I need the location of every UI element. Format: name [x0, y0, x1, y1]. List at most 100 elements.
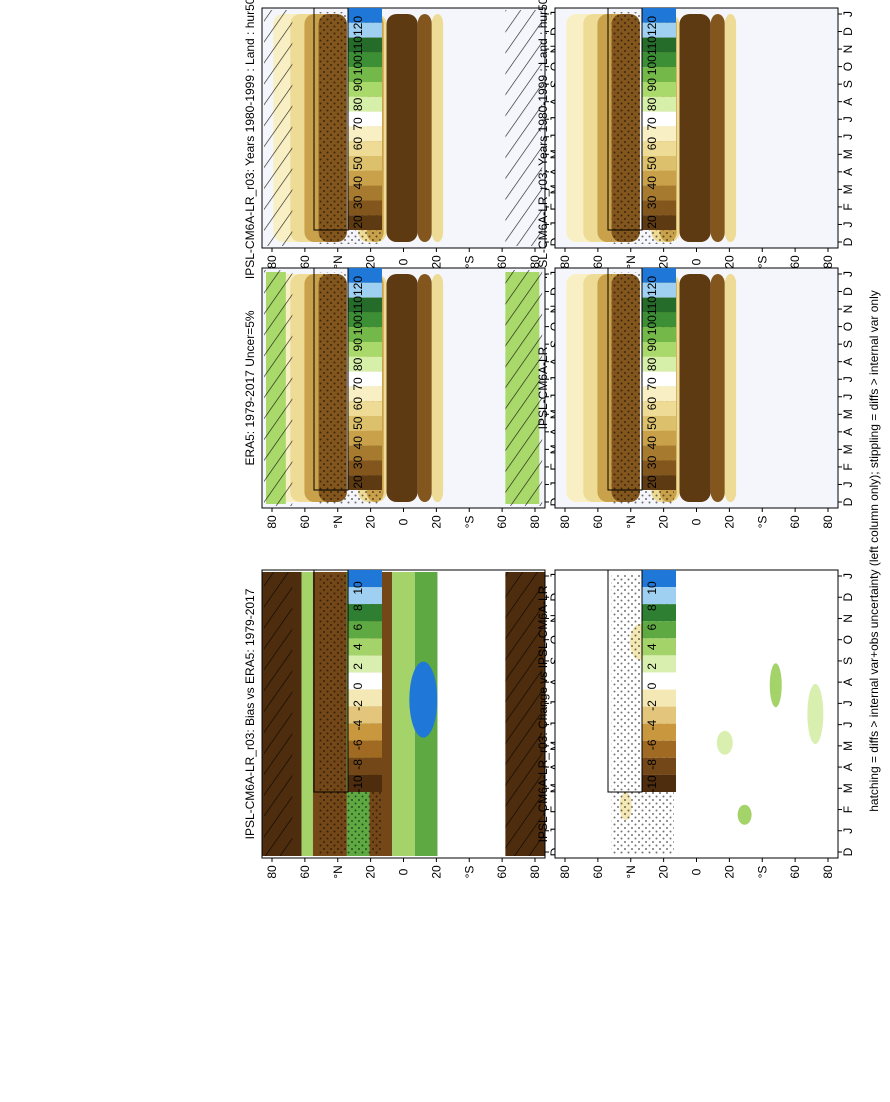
y-tick-label: 0	[690, 258, 704, 265]
y-tick-label: 0	[397, 868, 411, 875]
y-tick-label: °N	[331, 515, 345, 528]
y-tick-label: °N	[331, 255, 345, 268]
y-tick-label: 80	[821, 255, 835, 269]
colorbar-label: 120	[645, 16, 659, 36]
colorbar-label: 90	[645, 78, 659, 92]
x-tick-label: D	[841, 847, 855, 856]
x-tick-label: J	[841, 116, 855, 122]
colorbar-label: 40	[351, 436, 365, 450]
panel-title: IPSL-CM6A-LR_r03: Bias vs ERA5: 1979-201…	[243, 588, 257, 839]
colorbar-swatch	[642, 621, 676, 639]
colorbar-swatch	[642, 126, 676, 142]
y-tick-label: °S	[755, 516, 769, 529]
colorbar-swatch	[642, 52, 676, 68]
y-tick-label: 20	[364, 865, 378, 879]
colorbar-swatch	[348, 185, 382, 201]
colorbar-label: 100	[645, 315, 659, 335]
y-tick-label: °N	[624, 255, 638, 268]
plot-background	[555, 570, 838, 858]
y-tick-label: 60	[495, 865, 509, 879]
y-tick-label: 20	[364, 255, 378, 269]
colorbar-label: 100	[351, 315, 365, 335]
colorbar-swatch	[348, 37, 382, 53]
colorbar-swatch	[642, 141, 676, 156]
colorbar-swatch	[348, 52, 382, 68]
footnote: hatching = diffs > internal var+obs unce…	[867, 290, 881, 812]
chart-panel-bottom-left: IPSL-CM6A-LR_r03: Bias vs ERA5: 1979-201…	[243, 569, 562, 879]
x-tick-label: J	[841, 481, 855, 487]
y-tick-label: 80	[558, 865, 572, 879]
y-tick-label: 20	[429, 255, 443, 269]
colorbar-label: 20	[645, 215, 659, 229]
panel-title: ERA5: 1979-2017 Uncer=5%	[243, 310, 257, 465]
y-tick-label: 80	[558, 255, 572, 269]
colorbar-label: 0	[351, 682, 365, 689]
x-tick-label: O	[841, 62, 855, 71]
y-tick-label: 0	[397, 518, 411, 525]
colorbar-label: 110	[351, 36, 365, 55]
colorbar-swatch	[348, 371, 382, 387]
colorbar-swatch	[348, 141, 382, 156]
colorbar-frame	[607, 267, 643, 491]
y-tick-label: 20	[429, 515, 443, 529]
hatching-overlay	[505, 10, 543, 246]
colorbar-label: 50	[351, 156, 365, 170]
colorbar-swatch	[642, 689, 676, 707]
x-tick-label: D	[841, 27, 855, 36]
colorbar-swatch	[348, 757, 382, 775]
colorbar-swatch	[642, 356, 676, 372]
colorbar-swatch	[348, 8, 382, 23]
x-tick-label: F	[841, 806, 855, 813]
chart-panel-top-right: IPSL-CM6A-LR_r03: Years 1980-1999 : Land…	[536, 0, 855, 279]
colorbar-swatch	[348, 621, 382, 639]
colorbar-label: 60	[645, 137, 659, 151]
colorbar-swatch	[642, 638, 676, 656]
colorbar-frame	[313, 569, 349, 793]
y-tick-label: °S	[462, 516, 476, 529]
colorbar-swatch	[642, 445, 676, 461]
colorbar-label: 6	[645, 624, 659, 631]
y-tick-label: 80	[528, 515, 542, 529]
colorbar-swatch	[642, 774, 676, 792]
colorbar: 10 8 6 4 2 0 -2 -4 -6 -8 -10	[313, 569, 382, 793]
x-tick-label: M	[841, 149, 855, 159]
x-tick-label: A	[841, 428, 855, 436]
colorbar-label: 110	[645, 296, 659, 315]
x-tick-label: J	[841, 722, 855, 728]
x-tick-label: S	[841, 657, 855, 665]
field-blob	[409, 661, 438, 738]
colorbar-label: -8	[645, 759, 659, 770]
colorbar-label: 90	[351, 338, 365, 352]
field-blob	[807, 684, 824, 744]
field-blob	[769, 663, 782, 708]
colorbar-swatch	[642, 82, 676, 97]
x-tick-label: M	[841, 409, 855, 419]
colorbar-swatch	[348, 416, 382, 431]
colorbar-swatch	[348, 268, 382, 283]
x-tick-label: J	[841, 573, 855, 579]
x-tick-label: D	[841, 237, 855, 246]
field-band	[392, 572, 415, 856]
colorbar-label: -10	[351, 775, 365, 793]
colorbar-swatch	[642, 740, 676, 758]
colorbar-swatch	[642, 401, 676, 416]
y-tick-label: 80	[528, 255, 542, 269]
y-tick-label: 0	[690, 868, 704, 875]
colorbar-label: 80	[351, 97, 365, 111]
colorbar-label: 70	[645, 377, 659, 391]
colorbar-swatch	[642, 757, 676, 775]
field-band	[431, 14, 444, 242]
colorbar-label: -4	[645, 720, 659, 731]
colorbar-label: 120	[645, 276, 659, 296]
y-tick-label: 20	[722, 515, 736, 529]
colorbar-swatch	[348, 689, 382, 707]
colorbar-swatch	[348, 672, 382, 690]
colorbar-swatch	[642, 460, 676, 476]
field-band	[710, 14, 725, 242]
x-tick-label: O	[841, 635, 855, 644]
y-tick-label: 20	[364, 515, 378, 529]
x-tick-label: D	[841, 287, 855, 296]
colorbar-swatch	[348, 774, 382, 792]
colorbar-label: 40	[645, 436, 659, 450]
